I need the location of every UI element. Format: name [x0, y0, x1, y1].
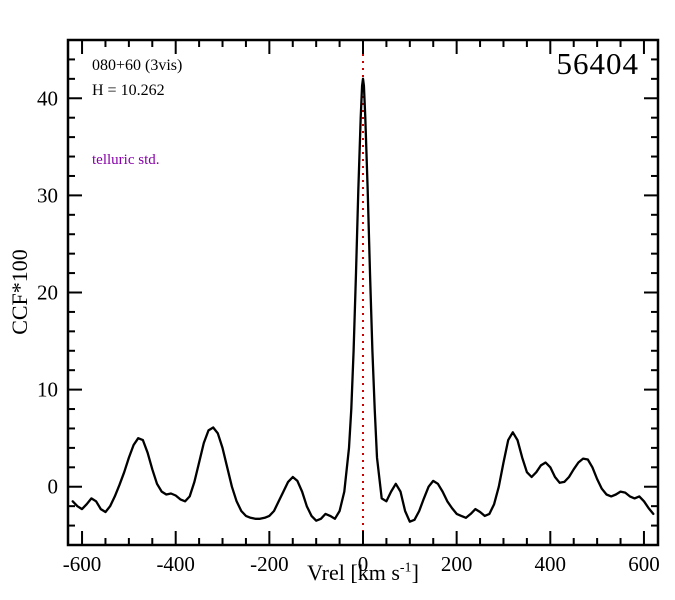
x-tick-label: 600 — [628, 552, 660, 576]
y-tick-label: 20 — [37, 281, 58, 305]
mjd-annotation: 56404 — [556, 46, 639, 81]
x-axis-label-post: ] — [411, 560, 419, 585]
y-tick-label: 40 — [37, 86, 58, 110]
x-axis-label-pre: Vrel [km s — [307, 560, 400, 585]
x-tick-label: -600 — [63, 552, 102, 576]
x-tick-label: -200 — [250, 552, 289, 576]
y-tick-label: 10 — [37, 378, 58, 402]
x-tick-label: 400 — [535, 552, 567, 576]
y-axis-label: CCF*100 — [7, 249, 32, 335]
x-tick-label: 0 — [358, 552, 369, 576]
x-axis-label: Vrel [km s-1] — [307, 560, 419, 586]
y-tick-label: 0 — [48, 475, 59, 499]
ccf-curve — [71, 77, 655, 523]
y-tick-label: 30 — [37, 183, 58, 207]
telluric-annotation: telluric std. — [92, 152, 160, 168]
hmag-annotation: H = 10.262 — [92, 82, 165, 99]
x-tick-label: 200 — [441, 552, 473, 576]
field-annotation: 080+60 (3vis) — [92, 57, 183, 74]
x-axis-label-sup: -1 — [399, 560, 412, 576]
x-tick-label: -400 — [156, 552, 195, 576]
